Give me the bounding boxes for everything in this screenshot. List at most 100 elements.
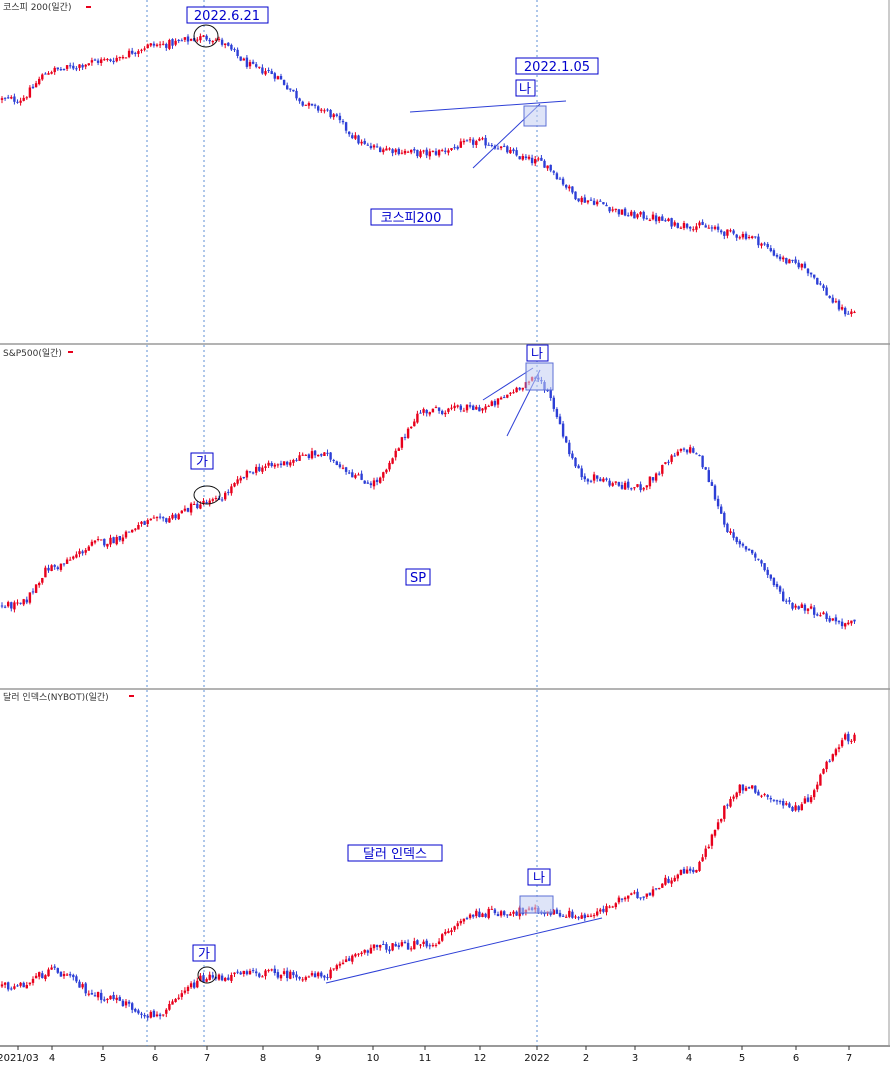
candle-body bbox=[673, 455, 676, 457]
candle-body bbox=[620, 209, 624, 215]
candle-body bbox=[444, 412, 447, 415]
candle-body bbox=[335, 965, 338, 970]
candle-body bbox=[710, 482, 714, 486]
candle-body bbox=[453, 147, 456, 149]
trendline-sp-top bbox=[482, 367, 534, 401]
candle-body bbox=[320, 972, 323, 977]
candle-body bbox=[332, 968, 335, 970]
label-kospi200: 코스피200 bbox=[370, 208, 453, 226]
candle-body bbox=[462, 410, 466, 412]
candle-body bbox=[751, 785, 754, 789]
candle-body bbox=[410, 149, 413, 153]
candle-body bbox=[31, 978, 35, 983]
candle-body bbox=[806, 268, 810, 274]
candle-body bbox=[608, 906, 611, 908]
candle-body bbox=[59, 563, 63, 570]
title-marker-sp500 bbox=[68, 351, 73, 353]
candle-body bbox=[592, 200, 596, 205]
candle-body bbox=[81, 65, 84, 68]
candle-body bbox=[540, 157, 543, 161]
candle-body bbox=[220, 39, 224, 45]
candle-body bbox=[69, 974, 72, 976]
candle-body bbox=[825, 613, 828, 619]
candle-body bbox=[19, 982, 22, 986]
candle-body bbox=[574, 916, 577, 918]
candle-body bbox=[56, 67, 59, 70]
candle-body bbox=[552, 910, 555, 915]
candle-body bbox=[596, 201, 599, 205]
circle-kospi-peak bbox=[193, 24, 219, 48]
candle-body bbox=[307, 103, 311, 106]
candle-body bbox=[100, 992, 103, 1000]
candle-body bbox=[165, 518, 168, 522]
candle-body bbox=[459, 405, 462, 410]
candle-body bbox=[639, 897, 642, 899]
candle-body bbox=[96, 992, 100, 998]
candle-body bbox=[59, 69, 63, 71]
trendline-kospi-top bbox=[409, 100, 567, 113]
candle-body bbox=[636, 214, 639, 218]
candle-body bbox=[840, 621, 844, 627]
candle-body bbox=[422, 941, 425, 944]
candle-body bbox=[320, 454, 323, 456]
candle-body bbox=[400, 942, 404, 946]
candle-body bbox=[329, 969, 332, 978]
candle-body bbox=[397, 945, 400, 947]
candle-body bbox=[614, 208, 617, 210]
candle-body bbox=[357, 135, 360, 144]
candle-body bbox=[47, 969, 50, 977]
candle-body bbox=[549, 164, 552, 171]
candle-body bbox=[357, 474, 360, 476]
candle-body bbox=[726, 229, 729, 236]
candle-body bbox=[530, 157, 534, 164]
candle-body bbox=[199, 36, 202, 41]
candle-body bbox=[571, 186, 574, 193]
candles-dxy bbox=[0, 731, 856, 1021]
candle-body bbox=[437, 150, 441, 156]
candle-body bbox=[264, 71, 267, 75]
candle-body bbox=[62, 69, 66, 70]
candle-body bbox=[304, 454, 307, 456]
candle-body bbox=[329, 110, 332, 118]
candle-body bbox=[72, 556, 75, 559]
candle-body bbox=[571, 453, 574, 459]
candle-body bbox=[276, 972, 280, 978]
candle-body bbox=[143, 48, 146, 50]
candle-body bbox=[372, 145, 376, 148]
annotation-dxy-ga: 가 bbox=[192, 944, 216, 962]
candle-body bbox=[295, 90, 298, 99]
svg-text:가: 가 bbox=[196, 455, 208, 470]
candle-body bbox=[803, 263, 807, 268]
candle-body bbox=[394, 149, 397, 153]
candle-body bbox=[726, 523, 729, 532]
candle-body bbox=[360, 952, 363, 954]
candle-body bbox=[568, 186, 571, 189]
candle-body bbox=[270, 969, 273, 971]
candle-body bbox=[623, 208, 627, 216]
candle-body bbox=[667, 461, 670, 463]
candle-body bbox=[146, 520, 149, 524]
candle-body bbox=[534, 159, 537, 164]
candle-body bbox=[410, 426, 413, 429]
candle-body bbox=[205, 35, 208, 40]
candle-body bbox=[323, 110, 326, 112]
candle-body bbox=[177, 997, 180, 999]
candle-body bbox=[124, 1001, 128, 1006]
candle-body bbox=[844, 307, 847, 315]
candle-body bbox=[701, 857, 704, 862]
candle-body bbox=[96, 539, 100, 540]
candle-body bbox=[363, 140, 366, 144]
candle-body bbox=[379, 477, 382, 483]
x-tick-label: 4 bbox=[49, 1053, 55, 1064]
candle-body bbox=[41, 74, 44, 80]
candle-body bbox=[3, 982, 7, 985]
candle-body bbox=[782, 591, 785, 602]
candle-body bbox=[695, 226, 698, 230]
candle-body bbox=[658, 888, 661, 890]
candle-body bbox=[168, 1004, 171, 1010]
candle-body bbox=[596, 911, 599, 916]
candle-body bbox=[41, 973, 44, 978]
candle-body bbox=[459, 921, 462, 924]
candle-body bbox=[565, 916, 568, 918]
